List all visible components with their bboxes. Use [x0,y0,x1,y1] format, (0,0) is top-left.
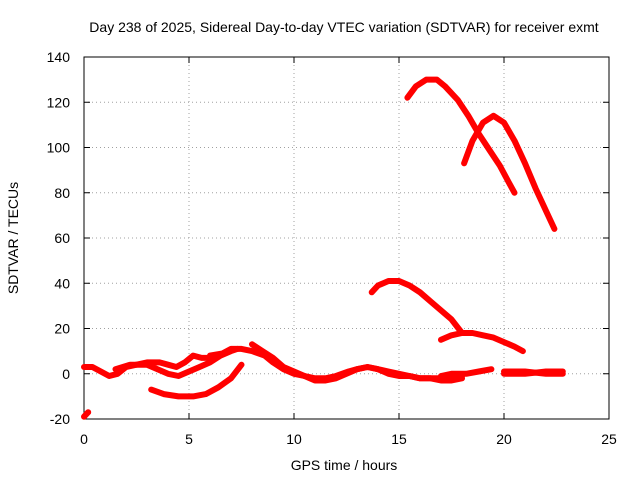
series-arc-6 [249,341,465,384]
tick-marks [83,56,610,420]
x-axis-label: GPS time / hours [291,457,398,473]
y-tick-label: 60 [54,230,70,246]
x-tick-label: 0 [80,431,88,447]
chart-title: Day 238 of 2025, Sidereal Day-to-day VTE… [89,19,598,35]
series-arc-13 [461,112,558,232]
y-tick-label: 140 [47,49,71,65]
x-tick-label: 10 [286,431,302,447]
series-arc-7 [438,366,495,379]
grid [84,57,609,419]
x-tick-label: 20 [496,431,512,447]
series-arc-10 [368,278,465,336]
series-arc-3 [148,361,245,400]
series-arc-12 [404,76,518,196]
y-tick-label: 80 [54,185,70,201]
y-tick-label: 40 [54,275,70,291]
series-arc-1 [81,409,92,420]
series-group [81,76,566,420]
y-tick-label: 20 [54,321,70,337]
y-tick-label: 100 [47,140,71,156]
series-arc-11 [438,330,526,355]
y-tick-label: 0 [62,366,70,382]
x-tick-label: 15 [391,431,407,447]
x-tick-labels: 0 5 10 15 20 25 [80,431,617,447]
y-tick-label: -20 [50,411,70,427]
series-arc-9 [501,368,566,377]
y-axis-label: SDTVAR / TECUs [5,182,21,294]
x-tick-label: 25 [601,431,617,447]
y-tick-labels: -20 0 20 40 60 80 100 120 140 [47,49,71,427]
y-tick-label: 120 [47,94,71,110]
x-tick-label: 5 [185,431,193,447]
